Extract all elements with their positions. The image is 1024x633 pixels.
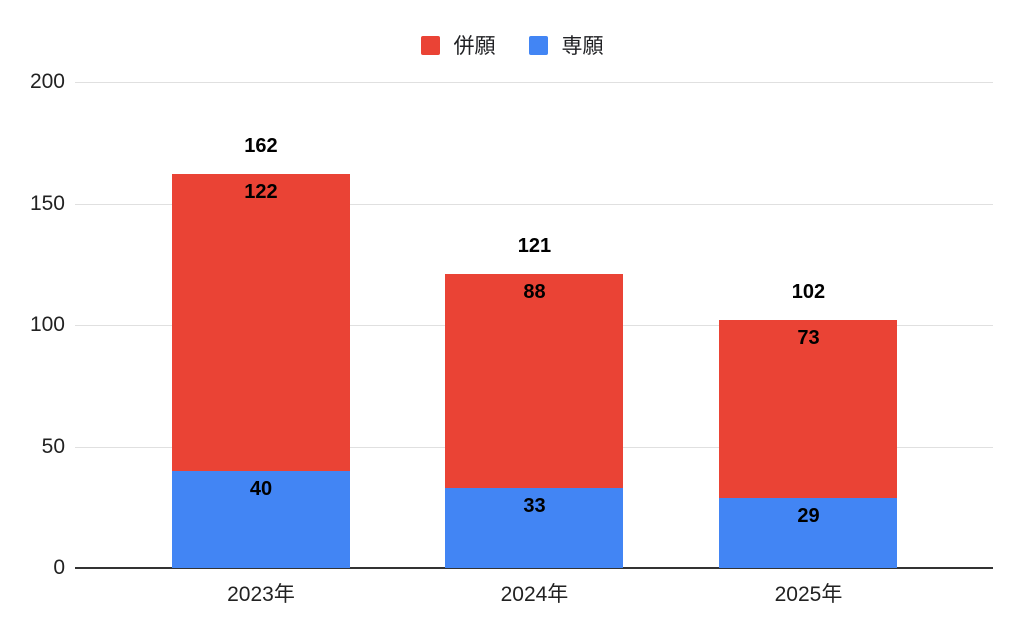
y-axis-tick-label: 150 (29, 191, 65, 215)
bar-segment-heigan: 73 (719, 320, 898, 498)
legend-swatch-icon (420, 35, 440, 55)
legend-label: 専願 (561, 35, 604, 58)
y-axis-tick-label: 200 (29, 70, 65, 93)
segment-value-label: 122 (244, 181, 278, 204)
bar-segment-sengan: 29 (719, 497, 898, 568)
bar-total-label: 102 (791, 281, 826, 304)
y-axis-tick-label: 50 (41, 434, 65, 458)
bar-total-label: 162 (244, 135, 278, 158)
bar-segment-sengan: 33 (445, 487, 624, 568)
segment-value-label: 33 (523, 494, 546, 517)
bar-segment-sengan: 40 (171, 470, 350, 568)
bar-group-3: 102 73 29 (719, 82, 898, 568)
bar-group-1: 162 122 40 (171, 82, 350, 568)
y-axis-tick-label: 100 (29, 313, 65, 336)
legend-item-1: 専願 (528, 30, 604, 60)
bar-group-2: 121 88 33 (445, 82, 624, 568)
gridline (75, 203, 993, 205)
legend-item-0: 併願 (420, 30, 496, 60)
x-axis-category-label: 2023年 (227, 583, 295, 606)
x-axis-line (75, 567, 993, 569)
chart-legend: 併願 専願 (0, 30, 1024, 60)
bar-total-label: 121 (517, 234, 552, 257)
legend-label: 併願 (453, 35, 496, 58)
bar-segment-heigan: 122 (171, 174, 350, 471)
x-axis-category-label: 2024年 (500, 583, 569, 606)
legend-swatch-icon (528, 35, 548, 55)
y-axis-tick-label: 0 (53, 556, 65, 579)
segment-value-label: 88 (523, 280, 546, 303)
plot-area: 0 50 100 150 200 162 122 40 2023年 121 88 33 2024年 102… (30, 70, 993, 606)
gridline (75, 82, 993, 83)
bar-segment-heigan: 88 (445, 273, 624, 488)
segment-value-label: 40 (249, 477, 273, 500)
segment-value-label: 73 (797, 327, 820, 350)
segment-value-label: 29 (797, 504, 820, 527)
x-axis-category-label: 2025年 (774, 583, 843, 606)
